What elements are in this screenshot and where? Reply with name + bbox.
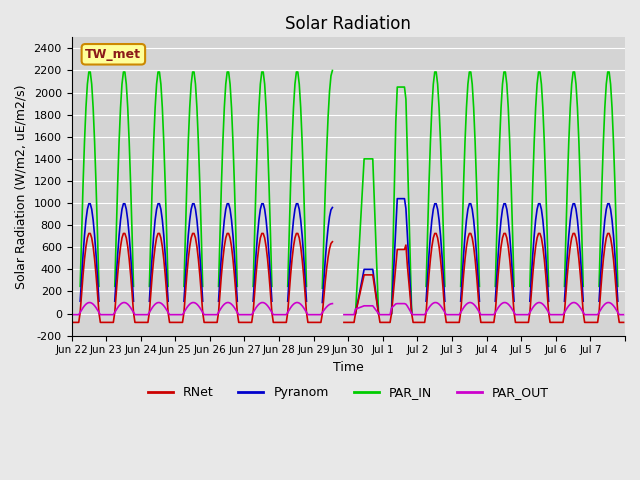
- Text: TW_met: TW_met: [85, 48, 141, 61]
- X-axis label: Time: Time: [333, 361, 364, 374]
- Title: Solar Radiation: Solar Radiation: [285, 15, 412, 33]
- Legend: RNet, Pyranom, PAR_IN, PAR_OUT: RNet, Pyranom, PAR_IN, PAR_OUT: [143, 381, 554, 404]
- Y-axis label: Solar Radiation (W/m2, uE/m2/s): Solar Radiation (W/m2, uE/m2/s): [15, 84, 28, 289]
